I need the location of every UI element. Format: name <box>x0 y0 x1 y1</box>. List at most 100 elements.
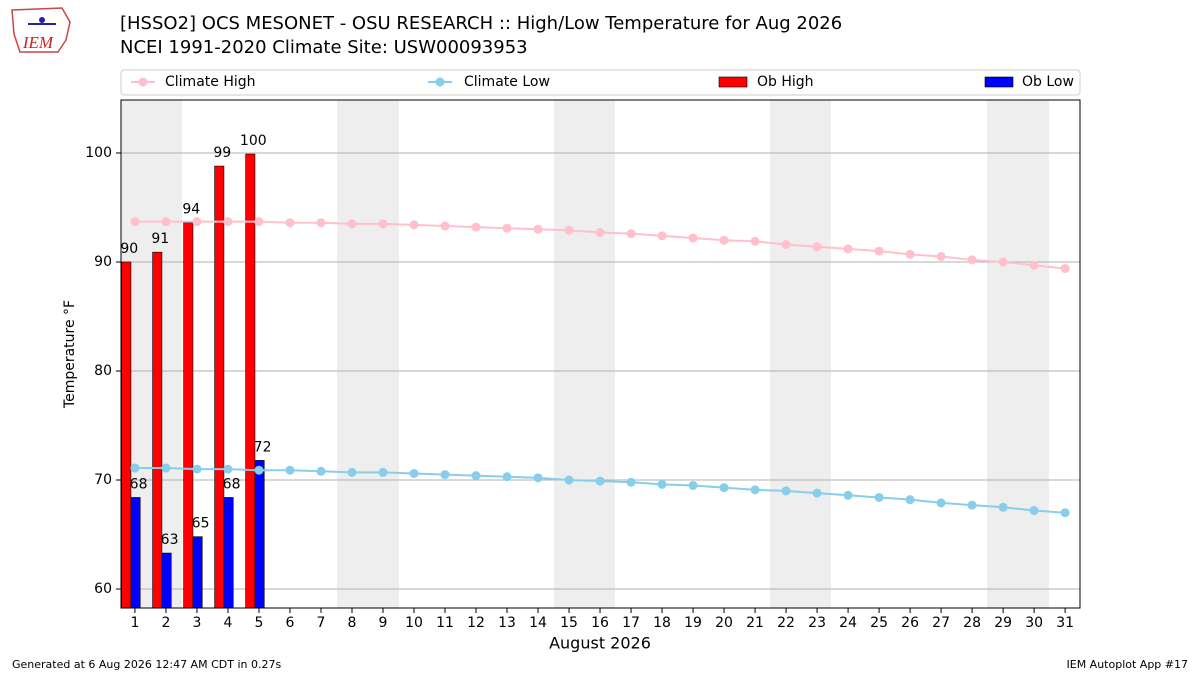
point <box>657 479 667 489</box>
point <box>1029 260 1039 270</box>
x-tick-label: 17 <box>622 615 640 631</box>
point <box>254 217 264 227</box>
footer-right: IEM Autoplot App #17 <box>1067 658 1189 671</box>
point <box>905 495 915 505</box>
point <box>843 244 853 254</box>
x-tick-label: 21 <box>746 615 764 631</box>
data-label: 99 <box>213 145 231 161</box>
x-tick-label: 16 <box>591 615 609 631</box>
x-tick-label: 27 <box>932 615 950 631</box>
point <box>626 477 636 487</box>
point <box>347 219 357 229</box>
point <box>967 255 977 265</box>
x-tick-label: 28 <box>963 615 981 631</box>
point <box>812 488 822 498</box>
x-tick-label: 23 <box>808 615 826 631</box>
x-tick-label: 10 <box>405 615 423 631</box>
x-tick-label: 26 <box>901 615 919 631</box>
bar <box>183 222 194 609</box>
legend-label: Climate High <box>165 74 256 90</box>
x-tick-label: 12 <box>467 615 485 631</box>
y-tick-label: 90 <box>94 254 112 270</box>
data-label: 65 <box>192 516 210 532</box>
point <box>440 221 450 231</box>
point <box>750 485 760 495</box>
y-tick-label: 80 <box>94 363 112 379</box>
point <box>564 475 574 485</box>
point <box>130 217 140 227</box>
point <box>347 467 357 477</box>
x-tick-label: 11 <box>436 615 454 631</box>
point <box>192 464 202 474</box>
point <box>223 464 233 474</box>
x-tick-label: 7 <box>317 615 326 631</box>
x-tick-label: 19 <box>684 615 702 631</box>
point <box>657 231 667 241</box>
legend-swatch <box>984 76 1014 88</box>
point <box>409 468 419 478</box>
point <box>781 240 791 250</box>
weekend-bands <box>121 100 1049 608</box>
point <box>378 467 388 477</box>
legend-box <box>120 69 1081 96</box>
legend-label: Ob High <box>757 74 814 90</box>
x-tick-label: 24 <box>839 615 857 631</box>
data-label: 63 <box>161 532 179 548</box>
data-label: 90 <box>120 241 138 257</box>
point <box>471 222 481 232</box>
plot <box>121 152 1080 609</box>
point <box>409 220 419 230</box>
point <box>533 473 543 483</box>
point <box>440 470 450 480</box>
bar <box>223 497 234 609</box>
point <box>192 217 202 227</box>
weekend-band <box>554 100 615 608</box>
x-tick-label: 3 <box>193 615 202 631</box>
legend-label: Ob Low <box>1022 74 1074 90</box>
data-label: 68 <box>223 476 241 492</box>
point <box>688 480 698 490</box>
point <box>595 228 605 238</box>
data-label: 72 <box>254 439 272 455</box>
x-tick-label: 29 <box>994 615 1012 631</box>
point <box>936 252 946 262</box>
data-label: 100 <box>240 133 267 149</box>
data-label: 68 <box>130 476 148 492</box>
weekend-band <box>987 100 1049 608</box>
x-tick-label: 22 <box>777 615 795 631</box>
point <box>1060 508 1070 518</box>
x-tick-label: 1 <box>130 615 139 631</box>
y-tick-label: 70 <box>94 472 112 488</box>
point <box>626 229 636 239</box>
point <box>1029 506 1039 516</box>
footer-left: Generated at 6 Aug 2026 12:47 AM CDT in … <box>12 658 281 671</box>
y-axis-label: Temperature °F <box>62 300 78 409</box>
point <box>874 246 884 256</box>
x-axis-label: August 2026 <box>549 634 651 653</box>
point <box>502 223 512 233</box>
point <box>998 502 1008 512</box>
logo-dot <box>39 17 45 23</box>
point <box>874 492 884 502</box>
y-tick-label: 100 <box>85 145 112 161</box>
data-label: 91 <box>151 231 169 247</box>
x-tick-label: 18 <box>653 615 671 631</box>
bar <box>192 536 203 609</box>
point <box>843 490 853 500</box>
point <box>316 218 326 228</box>
x-tick-label: 9 <box>379 615 388 631</box>
x-tick-label: 6 <box>286 615 295 631</box>
point <box>533 224 543 234</box>
point <box>564 225 574 235</box>
point <box>378 219 388 229</box>
x-tick-label: 25 <box>870 615 888 631</box>
x-tick-label: 30 <box>1025 615 1043 631</box>
point <box>471 471 481 481</box>
point <box>998 257 1008 267</box>
point <box>781 486 791 496</box>
point <box>285 218 295 228</box>
point <box>502 472 512 482</box>
logo: IEM <box>11 7 71 53</box>
legend-swatch <box>718 76 748 88</box>
